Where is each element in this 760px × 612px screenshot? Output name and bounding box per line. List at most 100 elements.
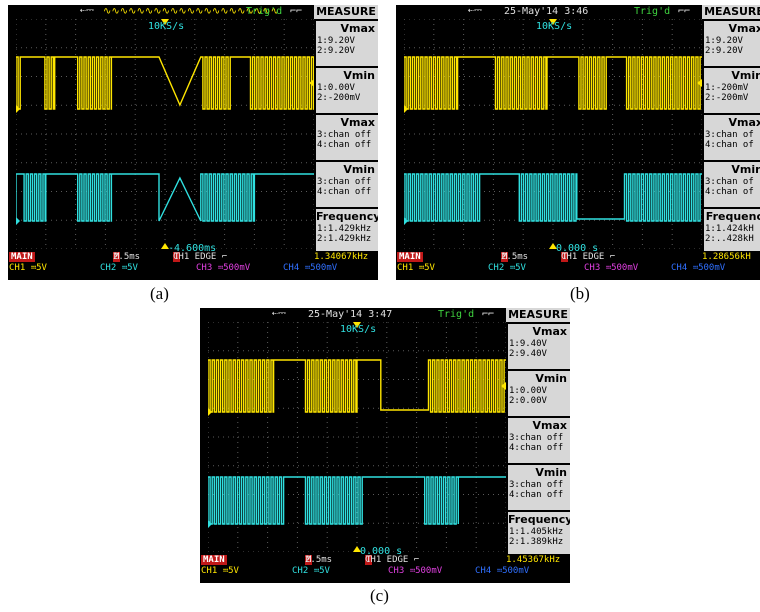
measure-value: 2:-200mV [317,93,361,103]
waveform-display [208,322,506,552]
measure-title: Vmin [343,69,375,82]
ch1-trace [404,56,702,110]
measure-value: 1:0.00V [317,83,355,93]
ch1-trace [16,56,314,110]
trigger-position-icon[interactable] [161,19,169,25]
oscilloscope-screen-a: ⇠⎓ ∿∿∿∿∿∿∿∿∿∿∿∿∿∿∿∿∿∿∿∿∿ Trig'd ⌐⌐ 10KS/… [8,5,378,280]
ch2-marker-icon[interactable] [16,217,20,225]
ch1-marker-icon[interactable] [208,408,212,416]
measure-box-vmin[interactable]: Vmin 1:-200mV 2:-200mV [704,68,760,113]
ch4-scale: CH4 ≕500mV [475,566,530,576]
trigger-pulse-icon: ⌐⌐ [678,6,691,17]
measure-box-vmin[interactable]: Vmin 3:chan off 4:chan off [316,162,378,207]
measure-panel: MEASURE Vmax 1:9.20V 2:9.20V Vmin 1:0.00V 2:-… [314,5,378,264]
measure-value: 3:chan off [509,480,564,490]
trigger-level-icon[interactable] [697,79,702,87]
measure-value: 2:..428kH [705,234,754,244]
usb-icon: ⇠⎓ [468,5,483,16]
screen-date: 25-May'14 3:47 [308,309,392,320]
measure-box-frequenc[interactable]: Frequenc 1:1.424kH 2:..428kH [704,209,760,254]
measure-title: Vmin [535,372,567,385]
measure-box-vmax[interactable]: Vmax 1:9.20V 2:9.20V [704,21,760,66]
measure-box-vmax[interactable]: Vmax 3:chan of 4:chan of [704,115,760,160]
measure-box-vmax[interactable]: Vmax 3:chan off 4:chan off [316,115,378,160]
timebase-value: 2.5ms [113,252,141,262]
sample-rate: 10KS/s [536,21,573,32]
trigger-level-icon[interactable] [501,382,506,390]
cursor-marker-icon[interactable] [549,243,557,249]
trigger-position-icon[interactable] [549,19,557,25]
ch1-marker-icon[interactable] [16,105,20,113]
measure-value: 4:chan off [509,443,564,453]
date-value: 25-May'14 [308,309,363,320]
cursor-marker-icon[interactable] [161,243,169,249]
trigger-t-badge: T [173,252,181,262]
main-badge: MAIN [201,555,227,565]
measure-box-vmax[interactable]: Vmax 1:9.40V 2:9.40V [508,324,570,369]
trigger-t-badge: T [365,555,373,565]
cursor-time: 0.000 s [556,243,599,254]
measure-value: 2:1.429kHz [317,234,372,244]
ch2-marker-icon[interactable] [208,520,212,528]
measure-title: Vmin [535,466,567,479]
measure-title: Vmin [731,163,760,176]
usb-icon: ⇠⎓ [80,5,95,16]
trigger-t-badge: T [561,252,569,262]
measure-title: Frequenc [705,210,760,223]
measure-box-vmin[interactable]: Vmin 1:0.00V 2:0.00V [508,371,570,416]
measure-title: Vmin [731,69,760,82]
ch2-scale: CH2 ≕5V [292,566,330,576]
waveform-display [404,19,702,249]
measure-box-vmin[interactable]: Vmin 3:chan of 4:chan of [704,162,760,207]
cursor-marker-icon[interactable] [353,546,361,552]
measure-value: 1:1.429kHz [317,224,372,234]
measure-value: 1:1.424kH [705,224,754,234]
status-bar: MAIN M 2.5ms T CH1 EDGE ⌐ 1.28656kH CH1 ≕5… [396,251,760,280]
measure-box-vmax[interactable]: Vmax 1:9.20V 2:9.20V [316,21,378,66]
measure-title: Vmax [532,419,568,432]
measure-title: Vmax [532,325,568,338]
screen-date: 25-May'14 3:46 [504,6,588,17]
timebase-m-badge: M [305,555,313,565]
trigger-value: CH1 EDGE ⌐ [365,555,420,565]
trigger-position-icon[interactable] [353,322,361,328]
trigger-value: CH1 EDGE ⌐ [561,252,616,262]
measure-value: 4:chan of [705,187,754,197]
measure-panel: MEASURE Vmax 1:9.40V 2:9.40V Vmin 1:0.00V 2:0… [506,308,570,567]
usb-icon: ⇠⎓ [272,308,287,319]
measure-value: 3:chan of [705,177,754,187]
measure-value: 2:9.20V [705,46,743,56]
ch1-marker-icon[interactable] [404,105,408,113]
measure-value: 1:-200mV [705,83,749,93]
trigger-level-icon[interactable] [309,79,314,87]
measure-title: Vmax [340,22,376,35]
measure-panel-title[interactable]: MEASURE [702,5,760,19]
measure-box-frequency[interactable]: Frequency 1:1.429kHz 2:1.429kHz [316,209,378,254]
measure-title: Vmax [340,116,376,129]
measure-value: 4:chan of [705,140,754,150]
measure-value: 1:0.00V [509,386,547,396]
trigger-pulse-icon: ⌐⌐ [290,6,303,17]
measure-box-vmin[interactable]: Vmin 3:chan off 4:chan off [508,465,570,510]
sample-rate: 10KS/s [340,324,377,335]
measure-value: 3:chan off [317,177,372,187]
measure-value: 2:0.00V [509,396,547,406]
timebase-m-badge: M [501,252,509,262]
trigger-status: Trig'd [634,6,671,17]
ch2-marker-icon[interactable] [404,217,408,225]
measure-title: Vmax [728,116,760,129]
ch3-scale: CH3 ≕500mV [196,263,251,273]
status-bar: MAIN M 2.5ms T CH1 EDGE ⌐ 1.45367kHz CH1 ≕… [200,554,570,583]
measure-value: 2:-200mV [705,93,749,103]
time-value: 3:47 [368,309,393,320]
ch4-scale: CH4 ≕500mV [283,263,338,273]
waveform-display [16,19,314,249]
measure-box-vmin[interactable]: Vmin 1:0.00V 2:-200mV [316,68,378,113]
oscilloscope-screen-b: ⇠⎓ 25-May'14 3:46 Trig'd ⌐⌐ 10KS/s MEASU… [396,5,760,280]
ch1-trace [208,359,506,413]
measure-panel-title[interactable]: MEASURE [506,308,570,322]
measure-box-frequency[interactable]: Frequency 1:1.405kHz 2:1.389kHz [508,512,570,557]
measure-box-vmax[interactable]: Vmax 3:chan off 4:chan off [508,418,570,463]
measure-panel-title[interactable]: MEASURE [314,5,378,19]
cursor-time: -4.600ms [168,243,217,254]
